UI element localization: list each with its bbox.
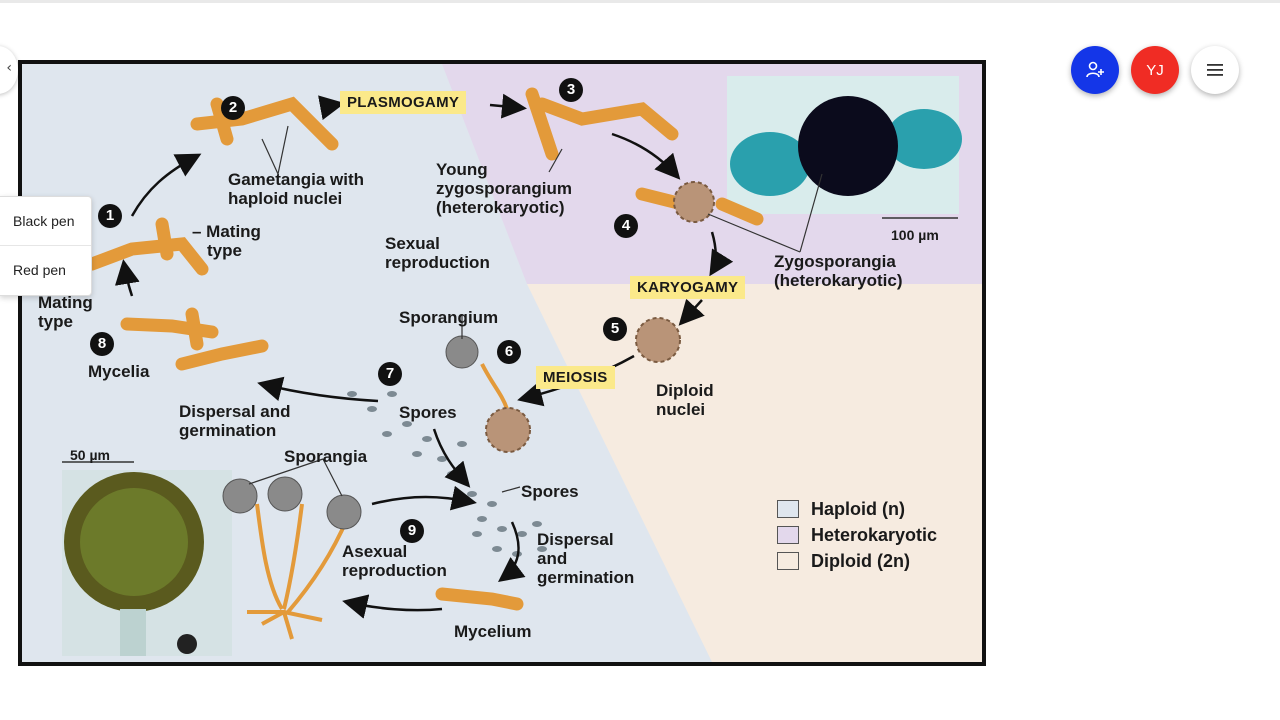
legend-diploid-label: Diploid (2n) (811, 550, 910, 571)
plus-mating-line2: type (38, 312, 73, 331)
diploid-line2: nuclei (656, 400, 706, 419)
sexual-reproduction-label: Sexual reproduction (385, 234, 490, 272)
step-8-marker: 8 (90, 332, 114, 356)
dispersal-b-line1: Dispersal (537, 530, 614, 549)
zygosporangia-line1: Zygosporangia (774, 252, 896, 271)
mycelia-label: Mycelia (88, 362, 150, 381)
mycelium-label: Mycelium (454, 622, 532, 641)
hamburger-icon (1207, 64, 1223, 76)
step-1-marker: 1 (98, 204, 122, 228)
sexual-line1: Sexual (385, 234, 440, 253)
sporangia-label: Sporangia (284, 447, 368, 466)
main-menu-button[interactable] (1191, 46, 1239, 94)
legend-haploid-swatch (777, 500, 799, 518)
asexual-line2: reproduction (342, 561, 447, 580)
diploid-region (527, 284, 982, 662)
legend-diploid: Diploid (2n) (777, 548, 937, 574)
dispersal-germination-lower-label: Dispersal and germination (537, 530, 634, 587)
dispersal-b-line3: germination (537, 568, 635, 587)
meiosis-tag: MEIOSIS (536, 366, 615, 389)
add-user-button[interactable] (1071, 46, 1119, 94)
minus-mating-line1: – Mating (192, 222, 261, 241)
back-button[interactable]: ‹ (0, 46, 18, 94)
pen-menu: Black pen Red pen (0, 196, 92, 296)
young-zygo-line2: zygosporangium (436, 179, 573, 198)
young-zygosporangium-label: Young zygosporangium (heterokaryotic) (436, 160, 572, 217)
dispersal-b-line2: and (537, 549, 568, 568)
step-2-marker: 2 (221, 96, 245, 120)
user-avatar-button[interactable]: YJ (1131, 46, 1179, 94)
scale-100-label: 100 µm (891, 227, 939, 243)
sexual-line2: reproduction (385, 253, 490, 272)
menu-item-red-pen[interactable]: Red pen (13, 262, 66, 278)
legend-diploid-swatch (777, 552, 799, 570)
germinating-zygosporangium (485, 407, 531, 453)
menu-item-black-pen[interactable]: Black pen (0, 197, 91, 246)
sporangium-micrograph (62, 470, 232, 656)
life-cycle-diagram: 1 2 3 4 5 6 7 8 9 PLASMOGAMY KARYOGAMY M… (18, 60, 986, 666)
user-initials: YJ (1146, 61, 1164, 79)
step-6-marker: 6 (497, 340, 521, 364)
legend-heterokaryotic: Heterokaryotic (777, 522, 937, 548)
spores-center-label: Spores (399, 403, 457, 422)
young-zygo-line3: (heterokaryotic) (436, 198, 565, 217)
zygosporangium-4 (673, 181, 715, 223)
zygosporangia-line2: (heterokaryotic) (774, 271, 903, 290)
step-3-marker: 3 (559, 78, 583, 102)
plasmogamy-tag: PLASMOGAMY (340, 91, 467, 114)
minus-mating-line2: type (207, 241, 242, 260)
asexual-reproduction-label: Asexual reproduction (342, 542, 447, 580)
diagram-artwork (62, 64, 982, 662)
gametangia-label-line2: haploid nuclei (228, 189, 343, 208)
legend: Haploid (n) Heterokaryotic Diploid (2n) (777, 496, 937, 574)
dispersal-germination-label: Dispersal and germination (179, 402, 291, 440)
step-9-marker: 9 (400, 519, 424, 543)
young-zygo-line1: Young (436, 160, 488, 179)
gametangia-label: Gametangia with haploid nuclei (228, 170, 364, 208)
diploid-nuclei-label: Diploid nuclei (656, 381, 714, 419)
legend-heterokaryotic-label: Heterokaryotic (811, 524, 938, 545)
top-border (0, 0, 1280, 3)
legend-heterokaryotic-swatch (777, 526, 799, 544)
diploid-line1: Diploid (656, 381, 714, 400)
dispersal-line2: germination (179, 421, 277, 440)
chevron-left-icon: ‹ (6, 60, 12, 76)
asexual-line1: Asexual (342, 542, 408, 561)
scale-50-label: 50 µm (70, 447, 110, 463)
gametangia-label-line1: Gametangia with (228, 170, 365, 189)
dispersal-line1: Dispersal and (179, 402, 291, 421)
add-user-icon (1086, 61, 1104, 78)
zygosporangium-micrograph (727, 76, 962, 214)
step-7-marker: 7 (378, 362, 402, 386)
legend-haploid: Haploid (n) (777, 496, 937, 522)
step-5-marker: 5 (603, 317, 627, 341)
spores-lower-label: Spores (521, 482, 579, 501)
step-4-marker: 4 (614, 214, 638, 238)
zygosporangia-label: Zygosporangia (heterokaryotic) (774, 252, 902, 290)
zygosporangium-5 (635, 317, 681, 363)
plus-mating-type-label: Mating type (38, 293, 93, 331)
plus-mating-line1: Mating (38, 293, 93, 312)
karyogamy-tag: KARYOGAMY (630, 276, 746, 299)
sporangium-label: Sporangium (399, 308, 499, 327)
minus-mating-type-label: – Mating type (192, 222, 261, 260)
legend-haploid-label: Haploid (n) (811, 498, 905, 519)
